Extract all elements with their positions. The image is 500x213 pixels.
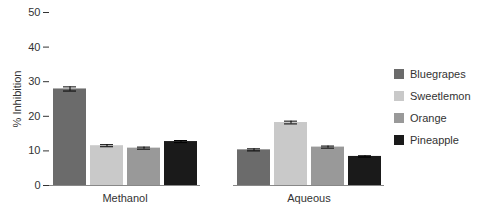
svg-text:20: 20	[28, 110, 40, 122]
html-text:Sweetlemon: Sweetlemon	[410, 89, 471, 102]
html-text:Pineapple: Pineapple	[410, 133, 459, 146]
svg-text:0: 0	[34, 179, 40, 191]
svg-text:Methanol: Methanol	[102, 192, 147, 204]
svg-text:40: 40	[28, 41, 40, 53]
svg-text:50: 50	[28, 6, 40, 18]
svg-text:10: 10	[28, 144, 40, 156]
svg-text:% Inhibition: % Inhibition	[11, 71, 23, 128]
html-text:Bluegrapes: Bluegrapes	[410, 67, 466, 80]
html-text:Orange: Orange	[410, 111, 447, 124]
svg-text:30: 30	[28, 75, 40, 87]
svg-text:Aqueous: Aqueous	[287, 192, 331, 204]
